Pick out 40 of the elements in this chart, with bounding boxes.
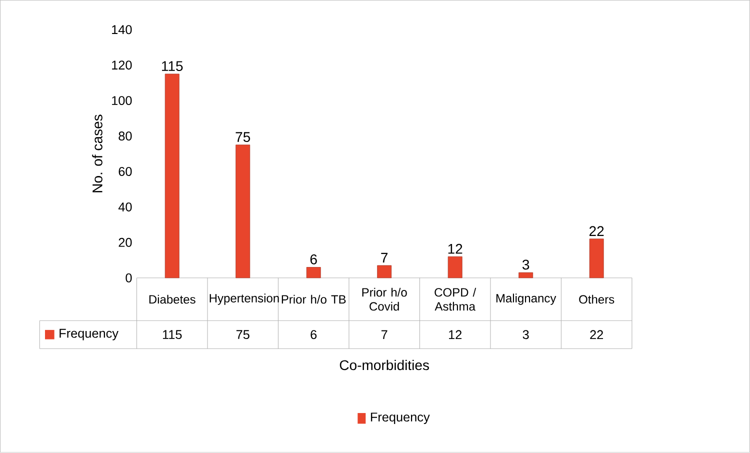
text: 22 xyxy=(589,226,604,236)
y-tick-label: 140 xyxy=(112,25,132,34)
text: 3 xyxy=(522,260,530,270)
text: 115 xyxy=(162,61,183,72)
y-axis-title: No. of cases xyxy=(92,114,102,192)
data-label: 3 xyxy=(522,330,529,340)
x-tick-label: Others xyxy=(579,294,614,304)
bar xyxy=(164,74,180,278)
bar xyxy=(518,272,534,278)
data-label: 22 xyxy=(590,330,603,340)
text: 12 xyxy=(448,244,462,254)
legend-label: Frequency xyxy=(60,329,118,340)
bar xyxy=(589,238,604,278)
x-tick-label: Malignancy xyxy=(496,294,556,305)
x-axis-title: Co-morbidities xyxy=(340,360,429,370)
x-tick-label: COPD / Asthma xyxy=(434,288,476,311)
y-tick-label: 60 xyxy=(118,167,132,176)
data-label: 12 xyxy=(449,330,462,340)
x-tick-label: Diabetes xyxy=(149,294,196,304)
bar xyxy=(306,267,321,278)
y-tick-label: 120 xyxy=(112,60,132,70)
bar xyxy=(236,144,250,278)
text: 7 xyxy=(381,253,388,263)
text: 6 xyxy=(310,254,317,264)
data-label: 7 xyxy=(381,330,388,340)
y-tick-label: 20 xyxy=(118,238,132,248)
x-tick-label: Prior h/o Covid xyxy=(362,288,407,311)
data-label: 6 xyxy=(310,330,317,340)
x-tick-label: Prior h/o TB xyxy=(282,294,346,304)
y-tick-label: 100 xyxy=(112,96,132,106)
bar xyxy=(377,265,392,278)
text: 75 xyxy=(236,132,250,142)
y-tick-label: 40 xyxy=(118,202,132,212)
data-label: 115 xyxy=(162,330,182,340)
bar xyxy=(448,256,462,278)
x-tick-label: Hypertension xyxy=(210,294,279,305)
text: Frequency xyxy=(370,412,430,424)
y-tick-label: 80 xyxy=(118,132,132,141)
data-label: 75 xyxy=(236,330,250,340)
y-tick-label: 0 xyxy=(126,274,132,283)
